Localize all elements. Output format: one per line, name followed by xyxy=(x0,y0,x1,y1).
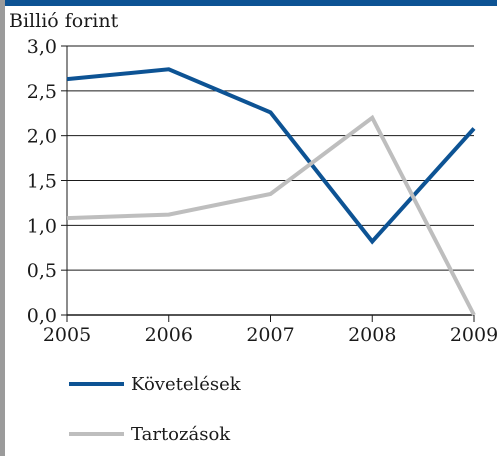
series-lines xyxy=(66,67,476,316)
y-tick-label: 0,0 xyxy=(27,305,57,327)
y-tick-label: 3,0 xyxy=(27,36,57,58)
series-line-1 xyxy=(66,67,476,245)
x-tick-label: 2005 xyxy=(43,324,91,346)
x-tick-label: 2009 xyxy=(450,324,497,346)
top-band xyxy=(0,0,497,6)
y-tick-label: 2,0 xyxy=(27,126,57,148)
legend: Követelések Tartozások xyxy=(69,374,242,445)
y-tick-labels: 0,0 0,5 1,0 1,5 2,0 2,5 3,0 xyxy=(27,36,57,327)
series-line-2 xyxy=(66,114,476,316)
left-border xyxy=(0,0,5,456)
x-tick-label: 2006 xyxy=(145,324,193,346)
legend-label: Tartozások xyxy=(131,424,231,445)
gridlines xyxy=(61,45,474,316)
x-tick-labels: 2005 2006 2007 2008 2009 xyxy=(43,324,497,346)
x-tick-label: 2008 xyxy=(348,324,396,346)
y-tick-label: 2,5 xyxy=(27,81,57,103)
y-tick-label: 1,5 xyxy=(27,171,57,193)
y-axis-label: Billió forint xyxy=(9,10,119,32)
axes xyxy=(66,46,475,322)
y-tick-label: 0,5 xyxy=(27,260,57,282)
y-tick-label: 1,0 xyxy=(27,215,57,237)
x-tick-label: 2007 xyxy=(246,324,294,346)
legend-label: Követelések xyxy=(131,374,242,395)
